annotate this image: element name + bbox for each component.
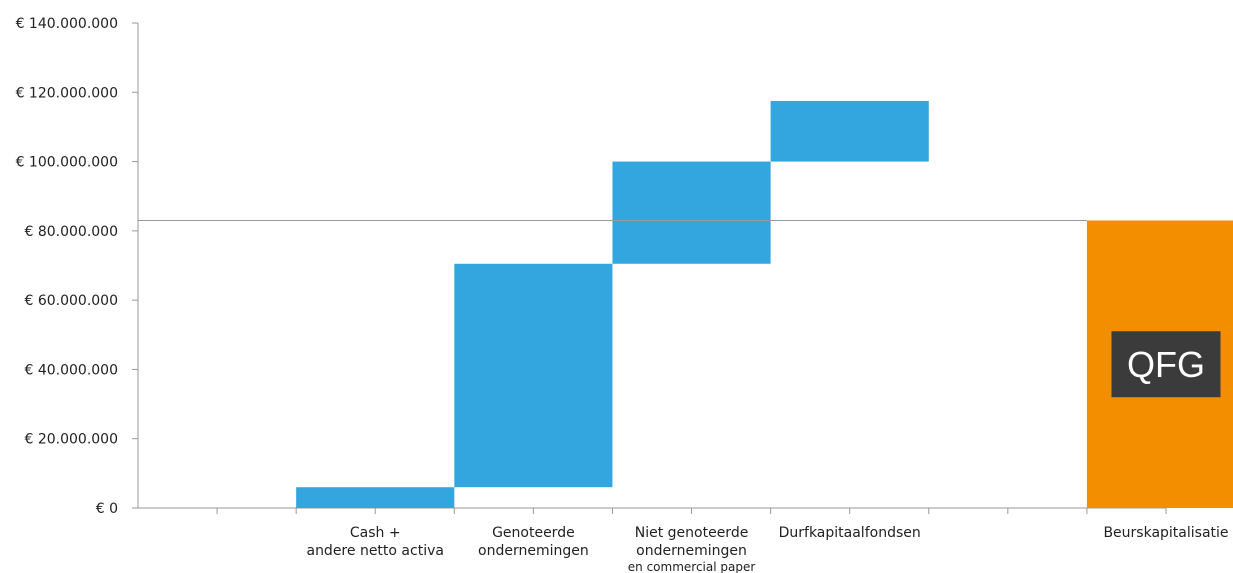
- y-tick-label: € 60.000.000: [24, 293, 118, 309]
- category-label: ondernemingen: [478, 543, 589, 559]
- category-label: Niet genoteerde: [635, 525, 749, 541]
- bars: QFG: [296, 100, 1233, 508]
- category-label: ondernemingen: [636, 543, 747, 559]
- category-label: en commercial paper: [628, 560, 756, 573]
- category-label: Genoteerde: [492, 525, 575, 541]
- category-label: andere netto activa: [306, 543, 443, 559]
- bar: [454, 263, 613, 488]
- y-tick-label: € 20.000.000: [24, 432, 118, 448]
- y-tick-label: € 80.000.000: [24, 224, 118, 240]
- bar: [612, 161, 771, 264]
- y-axis: € 0 € 20.000.000 € 40.000.000 € 60.000.000 €…: [16, 16, 139, 517]
- y-tick-label: € 40.000.000: [24, 362, 118, 378]
- y-tick-label: € 100.000.000: [16, 155, 118, 171]
- y-tick-label: € 120.000.000: [16, 85, 118, 101]
- category-label: Beurskapitalisatie: [1103, 525, 1228, 541]
- category-label: Cash +: [350, 525, 401, 541]
- qfg-logo-text: QFG: [1127, 344, 1205, 385]
- y-tick-label: € 0: [96, 501, 118, 517]
- bar: [770, 100, 929, 162]
- qfg-logo: [1111, 331, 1221, 398]
- bar: [296, 487, 455, 508]
- category-label: Durfkapitaalfondsen: [779, 525, 921, 541]
- y-tick-label: € 140.000.000: [16, 16, 118, 32]
- x-axis: [138, 507, 1167, 514]
- category-labels: Cash + andere netto activa Genoteerde onder…: [306, 525, 1228, 573]
